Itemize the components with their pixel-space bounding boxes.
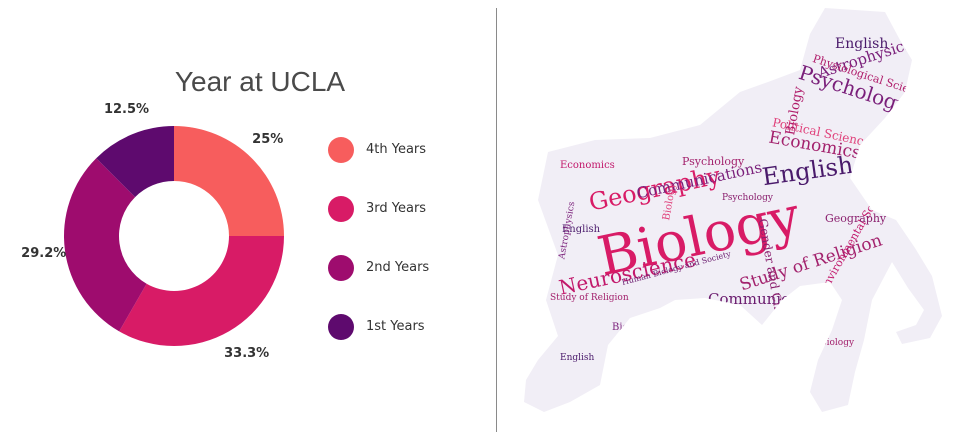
donut-chart-panel: Year at UCLA 25% 33.3% 29.2% 12.5% 4th Year… [0, 0, 495, 440]
legend-label: 2nd Years [366, 260, 430, 275]
word-cloud-panel: Biology Geography Neuroscience English P… [500, 0, 980, 440]
horse-word-cloud: Biology Geography Neuroscience English P… [524, 8, 942, 412]
slice-label-1st-years: 12.5% [103, 102, 150, 118]
legend-label: 3rd Years [366, 201, 427, 216]
chart-title: Year at UCLA [174, 66, 346, 97]
word-geography-2: Geography [825, 212, 887, 225]
slice-label-3rd-years: 33.3% [224, 345, 270, 361]
panel-divider [496, 8, 497, 432]
word-psychology-2: Psychology [682, 155, 745, 168]
word-biology-4: Biology [820, 338, 855, 348]
word-study-of-religion-2: Study of Religion [550, 293, 629, 303]
donut-slice-4th-years [174, 126, 284, 236]
legend-swatch [328, 196, 354, 222]
horse-silhouette [524, 8, 942, 412]
word-english-5: English [560, 353, 595, 363]
donut-slice-3rd-years [119, 236, 284, 346]
legend-swatch [328, 137, 354, 163]
word-english-2: English [835, 36, 888, 52]
word-english-3: English [562, 224, 601, 235]
legend-swatch [328, 314, 354, 340]
legend-label: 1st Years [366, 319, 425, 334]
donut-slice-1st-years [96, 126, 174, 198]
donut-chart [64, 126, 284, 346]
legend-label: 4th Years [366, 142, 427, 157]
donut-slice-2nd-years [64, 158, 147, 332]
word-economics-2: Economics [560, 160, 615, 171]
slice-label-2nd-years: 29.2% [21, 245, 67, 261]
word-psychology-3: Psychology [722, 193, 774, 203]
word-english-4: English [895, 203, 930, 213]
slice-label-4th-years: 25% [252, 131, 284, 147]
legend-swatch [328, 255, 354, 281]
word-neuroscience-2: Neuroscience [621, 330, 684, 356]
word-biology-3: Biology [612, 322, 650, 333]
